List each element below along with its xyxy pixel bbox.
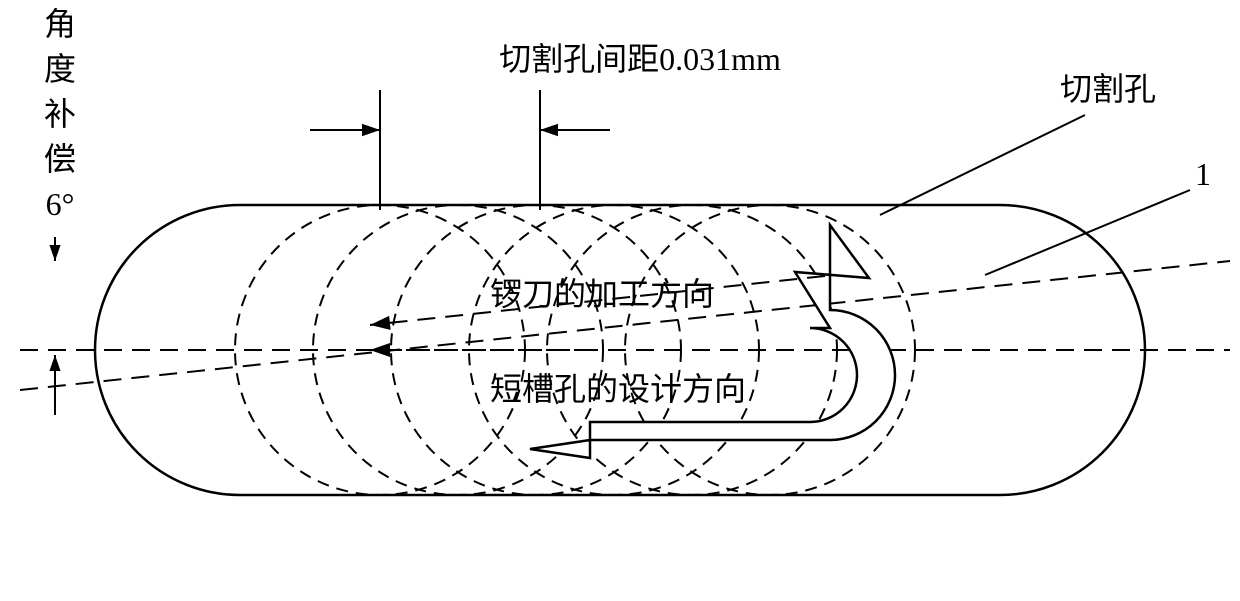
- angle-comp-char: 偿: [44, 141, 76, 177]
- diagram-canvas: 锣刀的加工方向短槽孔的设计方向 切割孔间距0.031mm 切割孔 1 角度补偿 6°: [0, 0, 1240, 601]
- part-1-leader: [985, 190, 1190, 275]
- dim-spacing-label: 切割孔间距0.031mm: [499, 41, 781, 77]
- part-1-label: 1: [1195, 156, 1211, 192]
- machine-dir-label: 锣刀的加工方向: [490, 276, 714, 312]
- cut-hole-leader: [880, 115, 1085, 215]
- uturn-arrow: [530, 225, 895, 458]
- angle-comp-char: 补: [44, 96, 76, 132]
- angle-comp-char: 角: [44, 6, 76, 42]
- angle-comp-char: 度: [44, 51, 76, 87]
- angle-comp-char: 6°: [46, 186, 75, 222]
- design-dir-label: 短槽孔的设计方向: [490, 371, 746, 407]
- cut-hole-label: 切割孔: [1060, 71, 1156, 107]
